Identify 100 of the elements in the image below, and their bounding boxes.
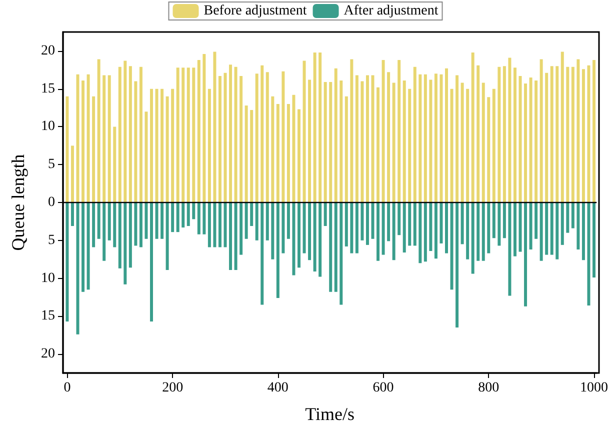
bar bbox=[124, 60, 127, 202]
bar bbox=[408, 202, 412, 246]
bar bbox=[340, 80, 343, 202]
bar bbox=[450, 88, 454, 202]
bar bbox=[82, 80, 85, 202]
bar bbox=[550, 202, 554, 255]
bar bbox=[155, 202, 158, 239]
bar bbox=[66, 202, 69, 322]
bar bbox=[286, 202, 290, 239]
bar bbox=[134, 202, 138, 246]
bar bbox=[492, 88, 496, 202]
bar bbox=[524, 202, 528, 306]
bar bbox=[366, 75, 369, 202]
bar bbox=[434, 202, 438, 259]
bar bbox=[392, 82, 396, 202]
bar bbox=[344, 96, 348, 202]
bar bbox=[70, 146, 74, 202]
bar bbox=[176, 68, 180, 202]
x-tick-label: 1000 bbox=[580, 380, 608, 396]
bar bbox=[350, 202, 354, 254]
bar bbox=[482, 82, 485, 202]
bar bbox=[82, 202, 85, 292]
bar bbox=[534, 80, 538, 202]
bar bbox=[192, 68, 196, 202]
bar bbox=[250, 110, 254, 202]
bar bbox=[92, 96, 96, 202]
bar bbox=[118, 66, 122, 202]
bar bbox=[229, 64, 232, 202]
bar bbox=[234, 202, 238, 270]
bar bbox=[582, 69, 585, 202]
bar bbox=[529, 77, 532, 202]
bar bbox=[344, 202, 348, 246]
bar bbox=[502, 202, 506, 238]
bar bbox=[376, 87, 380, 202]
bar bbox=[560, 52, 564, 202]
bar bbox=[166, 96, 169, 202]
bar bbox=[429, 202, 432, 251]
y-tick-label: 15 bbox=[41, 81, 55, 96]
bar bbox=[234, 66, 238, 202]
bar bbox=[329, 202, 332, 292]
bar bbox=[508, 58, 512, 202]
bar bbox=[371, 202, 374, 239]
bar bbox=[318, 202, 322, 277]
bar bbox=[213, 202, 216, 248]
x-tick-label: 200 bbox=[162, 380, 184, 396]
bar bbox=[150, 88, 153, 202]
bar bbox=[466, 202, 470, 260]
bar bbox=[440, 202, 443, 244]
bar bbox=[582, 202, 585, 260]
bar bbox=[382, 202, 385, 255]
bar bbox=[224, 202, 227, 248]
bar bbox=[176, 202, 180, 232]
bar bbox=[487, 202, 490, 254]
bar bbox=[466, 88, 470, 202]
bar bbox=[445, 68, 448, 202]
bar bbox=[471, 202, 474, 274]
x-axis-title: Time/s bbox=[305, 404, 354, 424]
bar bbox=[476, 202, 480, 261]
bar bbox=[139, 66, 142, 202]
y-tick-label: 20 bbox=[41, 43, 55, 58]
bar bbox=[534, 202, 538, 239]
bar bbox=[456, 75, 459, 202]
bar bbox=[413, 202, 416, 246]
bar bbox=[240, 202, 243, 255]
bar bbox=[229, 202, 232, 270]
bar bbox=[408, 88, 412, 202]
x-tick-label: 0 bbox=[64, 380, 71, 396]
bar bbox=[292, 94, 296, 202]
bar bbox=[492, 202, 496, 238]
bar bbox=[587, 65, 590, 202]
bar bbox=[502, 66, 506, 202]
bar bbox=[324, 202, 327, 226]
bar bbox=[418, 202, 422, 264]
bar bbox=[376, 202, 380, 261]
bar bbox=[566, 66, 570, 202]
bar bbox=[197, 60, 200, 202]
bar bbox=[282, 71, 285, 202]
bar bbox=[192, 202, 196, 220]
bar bbox=[592, 60, 596, 202]
bar bbox=[313, 202, 316, 272]
bar bbox=[271, 202, 274, 260]
bar bbox=[108, 75, 111, 202]
bar bbox=[498, 66, 501, 202]
bar bbox=[208, 88, 211, 202]
legend-label: After adjustment bbox=[344, 4, 438, 18]
bar bbox=[334, 202, 338, 292]
y-tick-label: 0 bbox=[48, 195, 55, 210]
bar bbox=[387, 72, 390, 202]
bar bbox=[398, 202, 401, 236]
bar bbox=[418, 74, 422, 202]
bar bbox=[545, 72, 548, 202]
bar bbox=[182, 68, 185, 202]
bar bbox=[350, 59, 354, 202]
bar bbox=[182, 202, 185, 228]
bar bbox=[160, 88, 164, 202]
bar bbox=[224, 72, 227, 202]
bar bbox=[487, 97, 490, 202]
bar bbox=[286, 104, 290, 202]
bar bbox=[186, 68, 190, 202]
bar bbox=[371, 75, 374, 202]
